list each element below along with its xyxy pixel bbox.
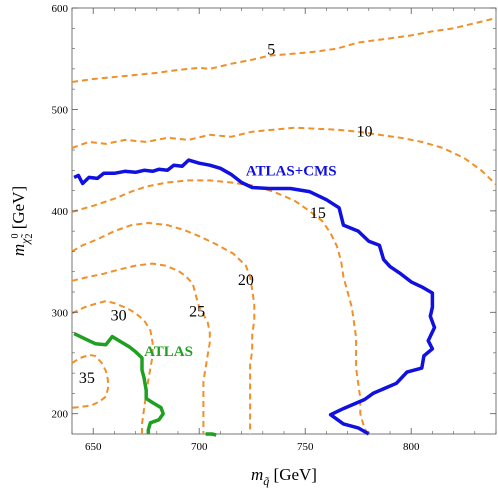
series-line-atlas (73, 332, 165, 434)
contour-label-10: 10 (357, 124, 373, 141)
contour-label-15: 15 (310, 205, 326, 222)
y-tick-label-400: 400 (52, 206, 69, 218)
chart-labels: 5 10 15 20 25 30 35 ATLAS+CMS ATLAS (79, 42, 373, 388)
y-axis-title-group: mχ̃0 2 [GeV] (9, 186, 35, 256)
contour-line-10 (71, 126, 497, 186)
axis-ticks: 650 700 750 800 200 300 400 500 600 (52, 3, 497, 453)
contour-lines (71, 17, 497, 435)
y-tick-label-200: 200 (52, 409, 69, 421)
x-tick-label-750: 750 (297, 441, 314, 453)
contour-line-35 (71, 353, 109, 409)
y-tick-label-600: 600 (52, 3, 69, 15)
contour-line-20 (71, 221, 256, 434)
series-label-atlas: ATLAS (144, 344, 193, 360)
contour-line-25 (71, 262, 211, 434)
contour-label-20: 20 (238, 272, 254, 289)
series-label-atlas-cms: ATLAS+CMS (246, 163, 337, 179)
x-axis-title: mq̃ [GeV] (251, 465, 317, 488)
plot-frame (71, 7, 497, 435)
x-tick-label-800: 800 (403, 441, 420, 453)
contour-line-5 (71, 17, 497, 83)
contour-label-30: 30 (111, 307, 127, 324)
contour-label-35: 35 (79, 370, 95, 387)
contour-line-15 (71, 179, 370, 435)
series-line-atlas-cms (73, 158, 437, 436)
y-tick-label-300: 300 (52, 307, 69, 319)
series-line-atlas-segment (205, 432, 217, 437)
series-lines (73, 158, 437, 437)
y-tick-label-500: 500 (52, 104, 69, 116)
y-axis-title: mχ̃0 2 [GeV] (9, 186, 35, 256)
contour-label-5: 5 (267, 42, 275, 59)
x-tick-label-700: 700 (191, 441, 208, 453)
contour-label-25: 25 (189, 303, 205, 320)
x-tick-label-650: 650 (85, 441, 102, 453)
